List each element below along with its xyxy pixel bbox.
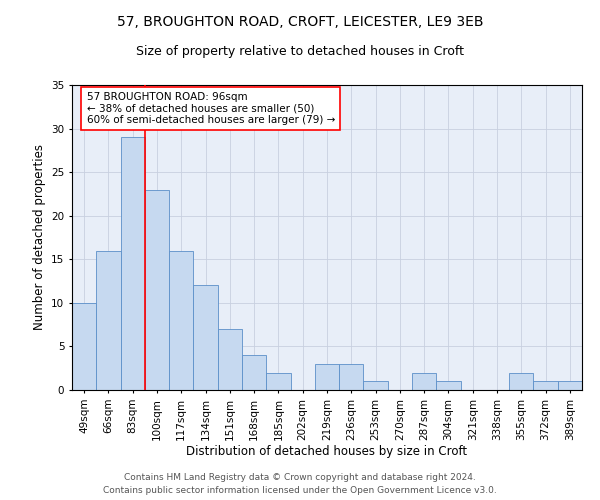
Y-axis label: Number of detached properties: Number of detached properties [32,144,46,330]
Bar [72,303,96,390]
Bar [193,286,218,390]
Bar [266,372,290,390]
Text: Contains HM Land Registry data © Crown copyright and database right 2024.
Contai: Contains HM Land Registry data © Crown c… [103,474,497,495]
Bar [509,372,533,390]
Bar [121,138,145,390]
Bar [412,372,436,390]
Bar [558,382,582,390]
X-axis label: Distribution of detached houses by size in Croft: Distribution of detached houses by size … [187,446,467,458]
Text: 57, BROUGHTON ROAD, CROFT, LEICESTER, LE9 3EB: 57, BROUGHTON ROAD, CROFT, LEICESTER, LE… [117,15,483,29]
Bar [169,250,193,390]
Text: Size of property relative to detached houses in Croft: Size of property relative to detached ho… [136,45,464,58]
Bar [218,329,242,390]
Text: 57 BROUGHTON ROAD: 96sqm
← 38% of detached houses are smaller (50)
60% of semi-d: 57 BROUGHTON ROAD: 96sqm ← 38% of detach… [86,92,335,125]
Bar [533,382,558,390]
Bar [364,382,388,390]
Bar [145,190,169,390]
Bar [436,382,461,390]
Bar [315,364,339,390]
Bar [96,250,121,390]
Bar [339,364,364,390]
Bar [242,355,266,390]
